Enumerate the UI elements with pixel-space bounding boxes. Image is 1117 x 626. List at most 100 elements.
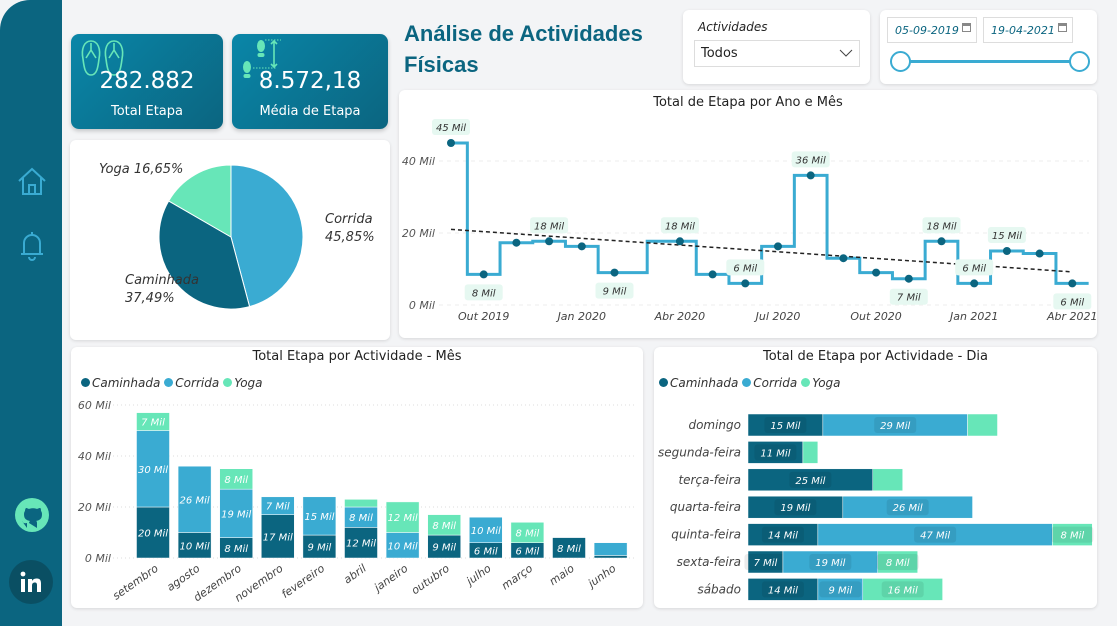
data-label: 18 Mil bbox=[534, 221, 564, 232]
data-label: 6 Mil bbox=[962, 263, 986, 274]
x-tick-label: Out 2019 bbox=[458, 310, 509, 323]
x-tick-label: fevereiro bbox=[279, 562, 327, 601]
data-label-bg bbox=[889, 288, 928, 305]
y-tick-label: 40 Mil bbox=[78, 450, 111, 463]
x-tick-label: janeiro bbox=[370, 562, 410, 596]
page-title: Análise de Actividades Físicas bbox=[404, 21, 643, 77]
pie-slice-yoga bbox=[167, 164, 232, 238]
x-tick-label: Jul 2020 bbox=[754, 310, 801, 323]
y-category-label: sexta-feira bbox=[677, 555, 741, 569]
bar-caminhada bbox=[344, 527, 378, 559]
legend-caminhada: Caminhada bbox=[81, 376, 160, 390]
pie-slice-caminhada bbox=[158, 200, 251, 310]
bar-label: 7 Mil bbox=[141, 418, 165, 429]
bar-label: 19 Mil bbox=[815, 558, 845, 569]
home-icon[interactable] bbox=[14, 163, 50, 199]
bar-label: 6 Mil bbox=[516, 546, 540, 557]
date-slicer: 05-09-2019 19-04-2021 bbox=[880, 10, 1097, 84]
pie-slice-corrida bbox=[230, 164, 304, 308]
bar-label: 7 Mil bbox=[754, 558, 778, 569]
data-point bbox=[447, 139, 455, 147]
data-label-bg bbox=[726, 259, 765, 276]
bar-label: 14 Mil bbox=[768, 531, 798, 542]
bar-label: 19 Mil bbox=[221, 509, 251, 520]
bar-yoga bbox=[877, 550, 918, 574]
bar-label-bg bbox=[764, 417, 807, 433]
sidebar bbox=[0, 0, 62, 626]
x-tick-label: setembro bbox=[110, 562, 161, 603]
end-handle[interactable] bbox=[1069, 51, 1090, 72]
bar-label: 8 Mil bbox=[886, 558, 910, 569]
line-chart-card: Total de Etapa por Ano e Mês 0 Mil 20 Mil… bbox=[399, 90, 1097, 338]
data-label: 18 Mil bbox=[665, 221, 695, 232]
day-bar-card: Total de Etapa por Actividade - Dia Cami… bbox=[654, 347, 1097, 608]
bar-label: 9 Mil bbox=[432, 543, 456, 554]
y-category-label: quarta-feira bbox=[670, 500, 741, 514]
data-label: 15 Mil bbox=[992, 231, 1022, 242]
pie-label: Corrida bbox=[325, 212, 373, 227]
pie-chart: Corrida 45,85% Caminhada 37,49% Yoga 16,65% bbox=[99, 162, 375, 310]
bar-label: 19 Mil bbox=[780, 503, 810, 514]
bar-corrida bbox=[469, 516, 503, 543]
github-icon[interactable] bbox=[14, 497, 50, 533]
x-tick-label: junho bbox=[584, 562, 618, 592]
linkedin-icon[interactable] bbox=[9, 560, 53, 604]
start-handle[interactable] bbox=[890, 51, 911, 72]
footsteps-icon bbox=[243, 39, 281, 78]
bar-label: 29 Mil bbox=[880, 421, 910, 432]
y-tick-label: 0 Mil bbox=[85, 552, 111, 565]
data-point bbox=[741, 279, 750, 288]
data-point bbox=[806, 171, 815, 180]
bar-label: 15 Mil bbox=[770, 421, 800, 432]
legend: Caminhada Corrida Yoga bbox=[659, 376, 841, 390]
data-label: 36 Mil bbox=[796, 155, 826, 166]
bar-label: 10 Mil bbox=[180, 541, 210, 552]
bar-label: 8 Mil bbox=[557, 544, 581, 555]
pie-label: Yoga 16,65% bbox=[99, 162, 183, 177]
legend-corrida: Corrida bbox=[742, 376, 797, 390]
data-label: 7 Mil bbox=[897, 293, 921, 304]
x-tick-label: abril bbox=[341, 562, 368, 587]
bar-caminhada bbox=[593, 555, 628, 559]
kpi-label: Total Etapa bbox=[111, 104, 183, 119]
data-label: 45 Mil bbox=[436, 123, 466, 134]
bar-yoga bbox=[510, 522, 545, 543]
x-tick-label: Abr 2020 bbox=[654, 310, 706, 323]
y-category-label: sábado bbox=[697, 582, 741, 596]
x-tick-label: Jan 2020 bbox=[556, 310, 606, 323]
data-label-bg bbox=[922, 217, 961, 234]
month-bar-card: Total Etapa por Actividade - Mês Caminha… bbox=[71, 347, 643, 608]
bar-label-bg bbox=[774, 499, 817, 516]
legend: Caminhada Corrida Yoga bbox=[81, 376, 263, 390]
data-label: 9 Mil bbox=[603, 287, 627, 298]
bar-yoga bbox=[136, 412, 170, 431]
bar-yoga bbox=[385, 501, 420, 533]
bar-label: 8 Mil bbox=[349, 513, 373, 524]
data-point bbox=[1068, 279, 1077, 288]
bar-label-bg bbox=[914, 526, 957, 543]
bar-label-bg bbox=[876, 554, 919, 570]
data-point bbox=[774, 242, 782, 251]
dropdown-value: Todos bbox=[701, 46, 738, 61]
start-date-input[interactable]: 05-09-2019 bbox=[887, 17, 977, 43]
bar-corrida bbox=[842, 495, 973, 519]
chart-title: Total de Etapa por Ano e Mês bbox=[653, 95, 843, 110]
bar-label: 15 Mil bbox=[304, 512, 334, 523]
end-date-input[interactable]: 19-04-2021 bbox=[983, 17, 1073, 43]
bar-yoga bbox=[862, 578, 943, 601]
bar-yoga bbox=[802, 441, 819, 464]
x-tick-label: Jan 2021 bbox=[948, 310, 998, 323]
data-label: 6 Mil bbox=[733, 263, 757, 274]
bell-icon[interactable] bbox=[14, 227, 50, 263]
x-tick-label: março bbox=[499, 562, 535, 593]
bar-label-bg bbox=[1051, 526, 1094, 543]
bar-label: 20 Mil bbox=[138, 529, 168, 540]
data-label-bg bbox=[1053, 293, 1092, 310]
bar-label-bg bbox=[744, 554, 787, 570]
bar-label: 8 Mil bbox=[224, 475, 248, 486]
y-category-label: domingo bbox=[688, 418, 741, 432]
pie-percent: 45,85% bbox=[325, 230, 375, 245]
activity-dropdown[interactable]: Todos bbox=[694, 40, 860, 67]
bar-label: 10 Mil bbox=[388, 541, 418, 552]
bar-label: 12 Mil bbox=[346, 539, 376, 550]
